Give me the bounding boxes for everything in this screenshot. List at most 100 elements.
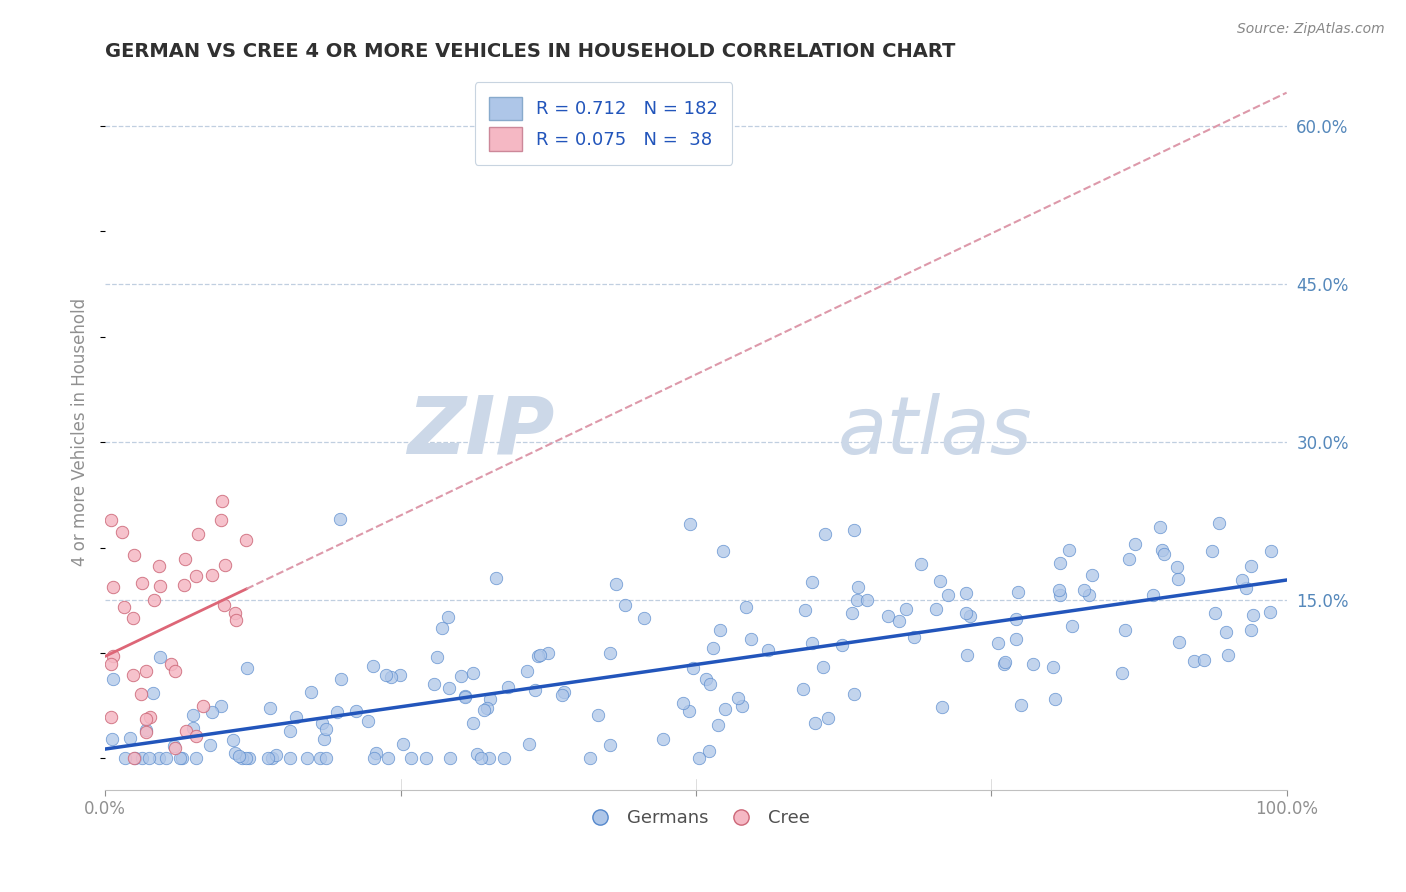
Point xyxy=(1182,654,1205,668)
Point xyxy=(711,543,734,558)
Point xyxy=(1111,666,1133,681)
Point xyxy=(1042,660,1064,674)
Point xyxy=(430,621,453,635)
Point xyxy=(329,512,352,526)
Point xyxy=(122,548,145,562)
Point xyxy=(142,593,165,607)
Point xyxy=(139,709,162,723)
Point xyxy=(707,718,730,732)
Point xyxy=(1005,632,1028,646)
Text: atlas: atlas xyxy=(838,392,1032,471)
Point xyxy=(309,751,332,765)
Point xyxy=(165,740,187,755)
Point xyxy=(801,575,824,590)
Point xyxy=(103,673,125,687)
Point xyxy=(842,523,865,537)
Point xyxy=(193,699,215,714)
Point xyxy=(238,751,260,765)
Point xyxy=(184,568,207,582)
Point xyxy=(142,685,165,699)
Point xyxy=(792,682,814,697)
Point xyxy=(315,751,337,765)
Point xyxy=(211,513,233,527)
Point xyxy=(1060,619,1083,633)
Point xyxy=(1167,572,1189,586)
Point xyxy=(925,602,948,616)
Point xyxy=(756,643,779,657)
Point xyxy=(118,731,141,746)
Point xyxy=(299,685,322,699)
Point xyxy=(959,609,981,624)
Point xyxy=(1152,542,1174,557)
Point xyxy=(1114,624,1136,638)
Point xyxy=(1118,552,1140,566)
Point xyxy=(475,701,498,715)
Point xyxy=(380,670,402,684)
Point xyxy=(841,607,863,621)
Point xyxy=(278,751,301,765)
Point xyxy=(697,744,720,758)
Legend: Germans, Cree: Germans, Cree xyxy=(575,802,817,835)
Point xyxy=(1073,583,1095,598)
Point xyxy=(931,699,953,714)
Point xyxy=(361,659,384,673)
Point xyxy=(330,672,353,686)
Point xyxy=(114,751,136,765)
Point xyxy=(454,690,477,704)
Point xyxy=(682,661,704,675)
Point xyxy=(326,705,349,719)
Point xyxy=(727,691,749,706)
Point xyxy=(131,576,153,591)
Point xyxy=(1208,516,1230,531)
Point xyxy=(1168,635,1191,649)
Point xyxy=(198,738,221,752)
Point xyxy=(731,698,754,713)
Point xyxy=(1057,542,1080,557)
Point xyxy=(470,751,492,765)
Point xyxy=(124,751,146,765)
Point xyxy=(894,602,917,616)
Point xyxy=(740,632,762,646)
Point xyxy=(450,669,472,683)
Point xyxy=(186,751,208,765)
Point xyxy=(1201,544,1223,558)
Point xyxy=(842,687,865,701)
Point xyxy=(877,608,900,623)
Point xyxy=(312,732,335,747)
Point xyxy=(688,751,710,765)
Point xyxy=(553,685,575,699)
Point xyxy=(135,724,157,739)
Point xyxy=(735,600,758,615)
Point xyxy=(259,700,281,714)
Point xyxy=(485,572,508,586)
Point xyxy=(846,593,869,607)
Point xyxy=(228,749,250,764)
Point xyxy=(436,610,458,624)
Point xyxy=(170,751,193,765)
Point xyxy=(173,552,195,566)
Point xyxy=(364,746,387,760)
Point xyxy=(169,751,191,765)
Point xyxy=(889,614,911,628)
Point xyxy=(235,533,257,547)
Point xyxy=(260,751,283,765)
Point xyxy=(714,702,737,716)
Point xyxy=(415,751,437,765)
Point xyxy=(463,716,485,731)
Point xyxy=(1149,520,1171,534)
Point xyxy=(266,747,288,762)
Point xyxy=(181,707,204,722)
Point xyxy=(955,606,977,620)
Point xyxy=(1215,624,1237,639)
Point xyxy=(165,664,187,678)
Point xyxy=(1258,605,1281,619)
Point xyxy=(699,677,721,691)
Point xyxy=(537,646,560,660)
Point xyxy=(994,655,1017,669)
Point xyxy=(181,721,204,735)
Point xyxy=(122,751,145,765)
Point xyxy=(527,649,550,664)
Point xyxy=(800,636,823,650)
Point xyxy=(903,631,925,645)
Point xyxy=(131,751,153,765)
